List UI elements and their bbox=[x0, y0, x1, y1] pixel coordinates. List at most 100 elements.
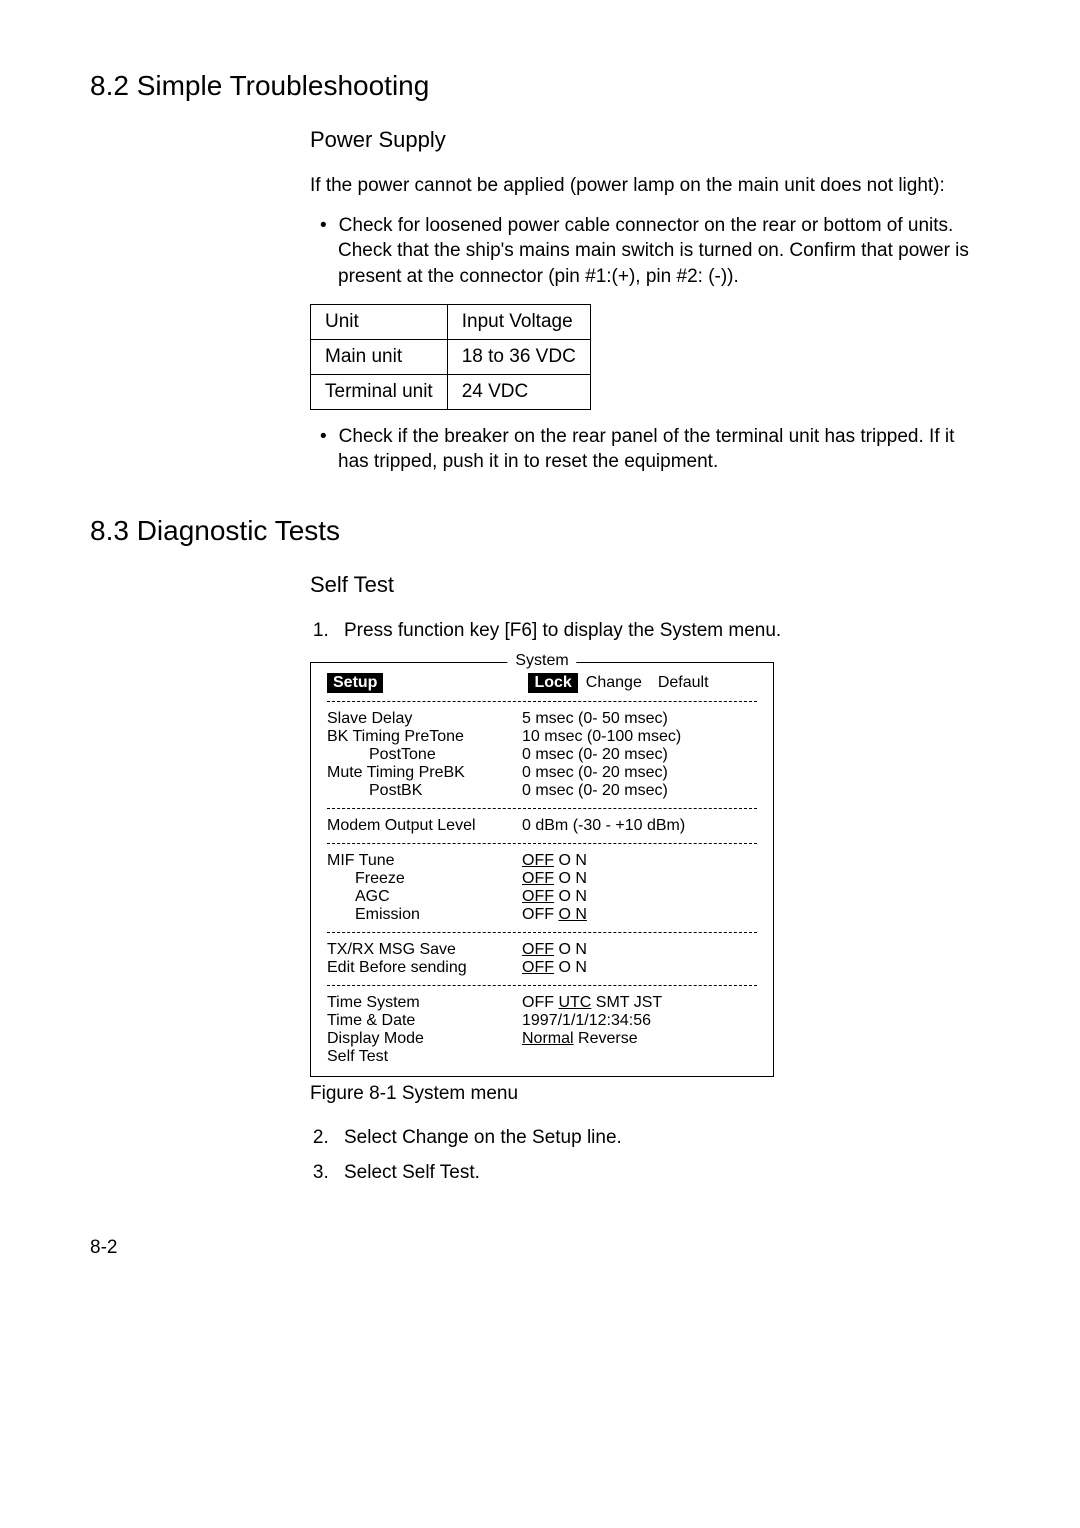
td-terminal-unit: Terminal unit bbox=[311, 374, 448, 409]
lbl-mute-prebk: Mute Timing PreBK bbox=[327, 764, 522, 782]
bullet-list-1: Check for loosened power cable connector… bbox=[310, 213, 970, 290]
row-freeze: FreezeOFF O N bbox=[327, 870, 757, 888]
lbl-agc: AGC bbox=[327, 888, 522, 906]
change-label: Change bbox=[578, 674, 650, 692]
intro-paragraph: If the power cannot be applied (power la… bbox=[310, 173, 970, 199]
setup-label: Setup bbox=[327, 673, 383, 693]
off-underline: OFF bbox=[522, 888, 554, 905]
row-agc: AGCOFF O N bbox=[327, 888, 757, 906]
row-postbk: PostBK0 msec (0- 20 msec) bbox=[327, 782, 757, 800]
val-mif: OFF O N bbox=[522, 852, 587, 870]
val-modem: 0 dBm (-30 - +10 dBm) bbox=[522, 817, 685, 835]
row-bk-pretone: BK Timing PreTone10 msec (0-100 msec) bbox=[327, 728, 757, 746]
divider bbox=[327, 808, 757, 809]
lbl-self-test: Self Test bbox=[327, 1048, 522, 1066]
divider bbox=[327, 843, 757, 844]
table-row: Unit Input Voltage bbox=[311, 304, 591, 339]
power-supply-heading: Power Supply bbox=[310, 127, 970, 153]
lbl-time-system: Time System bbox=[327, 994, 522, 1012]
row-time-system: Time SystemOFF UTC SMT JST bbox=[327, 994, 757, 1012]
ts-rest: SMT JST bbox=[591, 994, 662, 1011]
section-82-content: Power Supply If the power cannot be appl… bbox=[310, 127, 970, 475]
table-row: Terminal unit 24 VDC bbox=[311, 374, 591, 409]
lbl-slave-delay: Slave Delay bbox=[327, 710, 522, 728]
step-2: Select Change on the Setup line. bbox=[334, 1125, 970, 1152]
val-bk-pretone: 10 msec (0-100 msec) bbox=[522, 728, 681, 746]
val-posttone: 0 msec (0- 20 msec) bbox=[522, 746, 668, 764]
row-modem: Modem Output Level0 dBm (-30 - +10 dBm) bbox=[327, 817, 757, 835]
lbl-posttone: PostTone bbox=[327, 746, 522, 764]
ts-utc: UTC bbox=[558, 994, 591, 1011]
divider bbox=[327, 985, 757, 986]
row-emission: EmissionOFF O N bbox=[327, 906, 757, 924]
row-slave-delay: Slave Delay5 msec (0- 50 msec) bbox=[327, 710, 757, 728]
val-time-date: 1997/1/1/12:34:56 bbox=[522, 1012, 651, 1030]
steps-list-2: Select Change on the Setup line. Select … bbox=[310, 1125, 970, 1186]
lbl-emission: Emission bbox=[327, 906, 522, 924]
lbl-display-mode: Display Mode bbox=[327, 1030, 522, 1048]
off-underline: OFF bbox=[522, 941, 554, 958]
voltage-table: Unit Input Voltage Main unit 18 to 36 VD… bbox=[310, 304, 591, 410]
steps-list: Press function key [F6] to display the S… bbox=[310, 618, 970, 645]
lock-label: Lock bbox=[528, 673, 577, 693]
lbl-postbk: PostBK bbox=[327, 782, 522, 800]
on-text: O N bbox=[558, 870, 586, 887]
setup-row: Setup Lock Change Default bbox=[327, 673, 757, 693]
th-unit: Unit bbox=[311, 304, 448, 339]
step-3: Select Self Test. bbox=[334, 1160, 970, 1187]
row-posttone: PostTone0 msec (0- 20 msec) bbox=[327, 746, 757, 764]
table-row: Main unit 18 to 36 VDC bbox=[311, 339, 591, 374]
lbl-bk-pretone: BK Timing PreTone bbox=[327, 728, 522, 746]
row-self-test: Self Test bbox=[327, 1048, 757, 1066]
row-edit: Edit Before sendingOFF O N bbox=[327, 959, 757, 977]
bullet-2: Check if the breaker on the rear panel o… bbox=[310, 424, 970, 475]
step-1: Press function key [F6] to display the S… bbox=[334, 618, 970, 645]
section-83-content: Self Test Press function key [F6] to dis… bbox=[310, 572, 970, 1187]
off-text: OFF bbox=[522, 906, 554, 923]
off-underline: OFF bbox=[522, 852, 554, 869]
section-82-title: 8.2 Simple Troubleshooting bbox=[90, 70, 990, 102]
on-text: O N bbox=[558, 852, 586, 869]
val-mute-prebk: 0 msec (0- 20 msec) bbox=[522, 764, 668, 782]
row-time-date: Time & Date1997/1/1/12:34:56 bbox=[327, 1012, 757, 1030]
system-legend: System bbox=[507, 652, 576, 670]
val-freeze: OFF O N bbox=[522, 870, 587, 888]
bullet-list-2: Check if the breaker on the rear panel o… bbox=[310, 424, 970, 475]
ts-off: OFF bbox=[522, 994, 558, 1011]
bullet-1: Check for loosened power cable connector… bbox=[310, 213, 970, 290]
row-display-mode: Display ModeNormal Reverse bbox=[327, 1030, 757, 1048]
val-emission: OFF O N bbox=[522, 906, 587, 924]
val-time-system: OFF UTC SMT JST bbox=[522, 994, 662, 1012]
val-slave-delay: 5 msec (0- 50 msec) bbox=[522, 710, 668, 728]
td-main-voltage: 18 to 36 VDC bbox=[447, 339, 590, 374]
val-postbk: 0 msec (0- 20 msec) bbox=[522, 782, 668, 800]
figure-caption: Figure 8-1 System menu bbox=[310, 1083, 970, 1105]
lbl-txrx: TX/RX MSG Save bbox=[327, 941, 522, 959]
lbl-freeze: Freeze bbox=[327, 870, 522, 888]
on-text: O N bbox=[558, 959, 586, 976]
dm-reverse: Reverse bbox=[574, 1030, 638, 1047]
row-txrx: TX/RX MSG SaveOFF O N bbox=[327, 941, 757, 959]
lbl-time-date: Time & Date bbox=[327, 1012, 522, 1030]
on-text: O N bbox=[558, 888, 586, 905]
default-label: Default bbox=[650, 674, 717, 692]
td-main-unit: Main unit bbox=[311, 339, 448, 374]
divider bbox=[327, 932, 757, 933]
row-mif: MIF TuneOFF O N bbox=[327, 852, 757, 870]
val-agc: OFF O N bbox=[522, 888, 587, 906]
off-underline: OFF bbox=[522, 870, 554, 887]
lbl-modem: Modem Output Level bbox=[327, 817, 522, 835]
lbl-mif: MIF Tune bbox=[327, 852, 522, 870]
row-mute-prebk: Mute Timing PreBK0 msec (0- 20 msec) bbox=[327, 764, 757, 782]
divider bbox=[327, 701, 757, 702]
val-display-mode: Normal Reverse bbox=[522, 1030, 638, 1048]
dm-normal: Normal bbox=[522, 1030, 574, 1047]
td-terminal-voltage: 24 VDC bbox=[447, 374, 590, 409]
self-test-heading: Self Test bbox=[310, 572, 970, 598]
on-text: O N bbox=[558, 941, 586, 958]
lbl-edit: Edit Before sending bbox=[327, 959, 522, 977]
page-number: 8-2 bbox=[90, 1237, 990, 1259]
system-menu-box: System Setup Lock Change Default Slave D… bbox=[310, 662, 774, 1077]
val-edit: OFF O N bbox=[522, 959, 587, 977]
val-txrx: OFF O N bbox=[522, 941, 587, 959]
